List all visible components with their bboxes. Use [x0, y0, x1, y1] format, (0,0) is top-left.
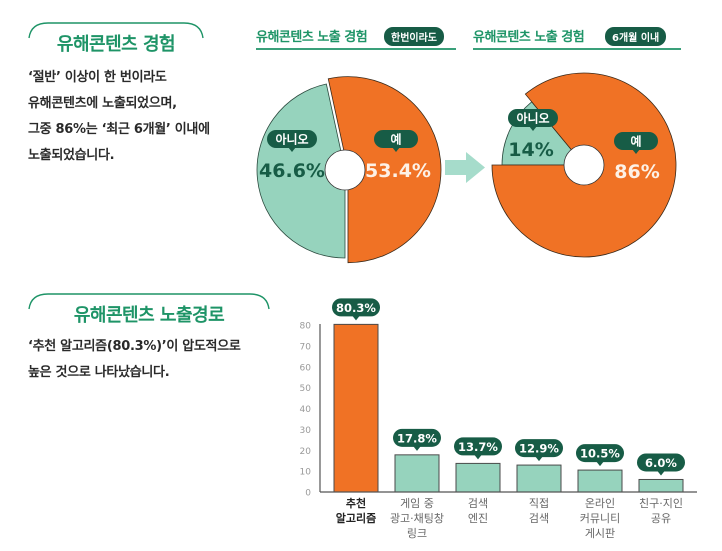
pie1-slice-no	[256, 83, 346, 259]
bar-value-label: 6.0%	[637, 453, 685, 476]
pie2-hole	[563, 144, 605, 186]
pie2-title: 유해콘텐츠 노출 경험	[473, 30, 585, 45]
pie2-value-yes: 86%	[614, 161, 659, 183]
pie2-label-no-text: 아니오	[516, 111, 549, 126]
section1-header: 유해콘텐츠 경험	[26, 20, 206, 56]
bar-value-text: 80.3%	[336, 301, 376, 315]
x-category-label: 엔진	[468, 512, 488, 525]
y-tick-label: 50	[300, 384, 312, 394]
bar-value-text: 13.7%	[458, 440, 498, 454]
y-tick-label: 60	[300, 363, 312, 373]
x-category-label: 커뮤니티	[580, 512, 620, 525]
pie2-label-yes: 예	[614, 132, 658, 154]
pie1-label-no-text: 아니오	[275, 132, 308, 147]
bar-value-text: 10.5%	[580, 447, 620, 461]
header-arc-decoration	[28, 293, 270, 310]
bar-value-text: 6.0%	[645, 456, 677, 470]
pie2-label-no: 아니오	[508, 109, 558, 131]
x-category-label: 게시판	[585, 527, 615, 540]
x-category-label: 광고·채팅창	[390, 512, 444, 525]
description-line: 유해콘텐츠에 노출되었으며,	[28, 96, 177, 111]
bar	[394, 454, 440, 493]
bar	[333, 323, 379, 493]
pie1-label-no: 아니오	[267, 130, 317, 152]
bar	[516, 464, 562, 493]
pie2: 아니오 14% 예 86%	[491, 72, 677, 258]
section1-description: ‘절반’ 이상이 한 번이라도 유해콘텐츠에 노출되었으며, 그중 86%는 ‘…	[28, 65, 258, 169]
x-category-label: 공유	[651, 512, 671, 525]
pie1-header: 유해콘텐츠 노출 경험 한번이라도	[256, 24, 456, 50]
y-tick-label: 20	[300, 447, 312, 457]
y-tick-label: 30	[300, 426, 312, 436]
section1-title: 유해콘텐츠 경험	[56, 34, 176, 55]
pie1-value-no: 46.6%	[259, 160, 325, 182]
bar	[638, 478, 684, 493]
x-category-label: 게임 중	[400, 497, 434, 510]
pie2-label-yes-text: 예	[630, 134, 641, 149]
description-line: 높은 것으로 나타났습니다.	[28, 365, 170, 380]
bar-value-label: 10.5%	[576, 444, 624, 467]
pie1-value-yes: 53.4%	[365, 160, 431, 182]
x-category-label: 친구·지인	[639, 497, 683, 510]
description-line: ‘추천 알고리즘(80.3%)’이 압도적으로	[28, 339, 241, 354]
bar-value-text: 12.9%	[519, 442, 559, 456]
x-category-label: 링크	[407, 527, 427, 540]
x-category-label: 추천	[346, 496, 366, 510]
section2-title: 유해콘텐츠 노출경로	[73, 305, 225, 326]
pie1-badge: 한번이라도	[384, 27, 444, 46]
pie1-hole	[324, 149, 366, 191]
header-arc-decoration	[28, 22, 204, 39]
pie2-header: 유해콘텐츠 노출 경험 6개월 이내	[473, 24, 681, 50]
section2-description: ‘추천 알고리즘(80.3%)’이 압도적으로 높은 것으로 나타났습니다.	[28, 334, 288, 386]
bar	[577, 469, 623, 493]
description-line: ‘절반’ 이상이 한 번이라도	[28, 70, 167, 85]
y-tick-label: 80	[300, 322, 312, 332]
arrow-right-icon	[445, 152, 485, 183]
x-category-label: 검색	[529, 512, 549, 525]
pie1-title: 유해콘텐츠 노출 경험	[256, 30, 368, 45]
pie2-slice-yes	[491, 72, 677, 258]
x-category-label: 검색	[468, 497, 488, 510]
y-tick-label: 40	[300, 405, 312, 415]
description-line: 노출되었습니다.	[28, 148, 115, 163]
y-tick-label: 0	[305, 489, 311, 499]
bar-value-label: 80.3%	[332, 298, 380, 321]
x-category-label: 직접	[529, 497, 549, 510]
pie1-slice-yes	[327, 76, 442, 264]
y-tick-label: 10	[300, 468, 312, 478]
pie1: 아니오 46.6% 예 53.4%	[256, 76, 442, 264]
y-tick-label: 70	[300, 342, 312, 352]
x-category-label: 온라인	[585, 497, 615, 510]
pie2-value-no: 14%	[508, 139, 553, 161]
pie1-label-yes-text: 예	[390, 132, 401, 147]
section2-header: 유해콘텐츠 노출경로	[26, 291, 272, 327]
pie2-badge: 6개월 이내	[605, 27, 667, 46]
bar-value-label: 17.8%	[393, 428, 441, 451]
bar	[455, 462, 501, 493]
pie-charts: 아니오 46.6% 예 53.4% 아니오 14% 예 86%	[256, 72, 677, 264]
bar-value-label: 12.9%	[515, 439, 563, 462]
x-category-label: 알고리즘	[336, 511, 376, 525]
pie1-label-yes: 예	[374, 130, 418, 152]
description-line: 그중 86%는 ‘최근 6개월’ 이내에	[28, 122, 210, 137]
bar-value-text: 17.8%	[397, 431, 437, 445]
bar-value-label: 13.7%	[454, 437, 502, 460]
